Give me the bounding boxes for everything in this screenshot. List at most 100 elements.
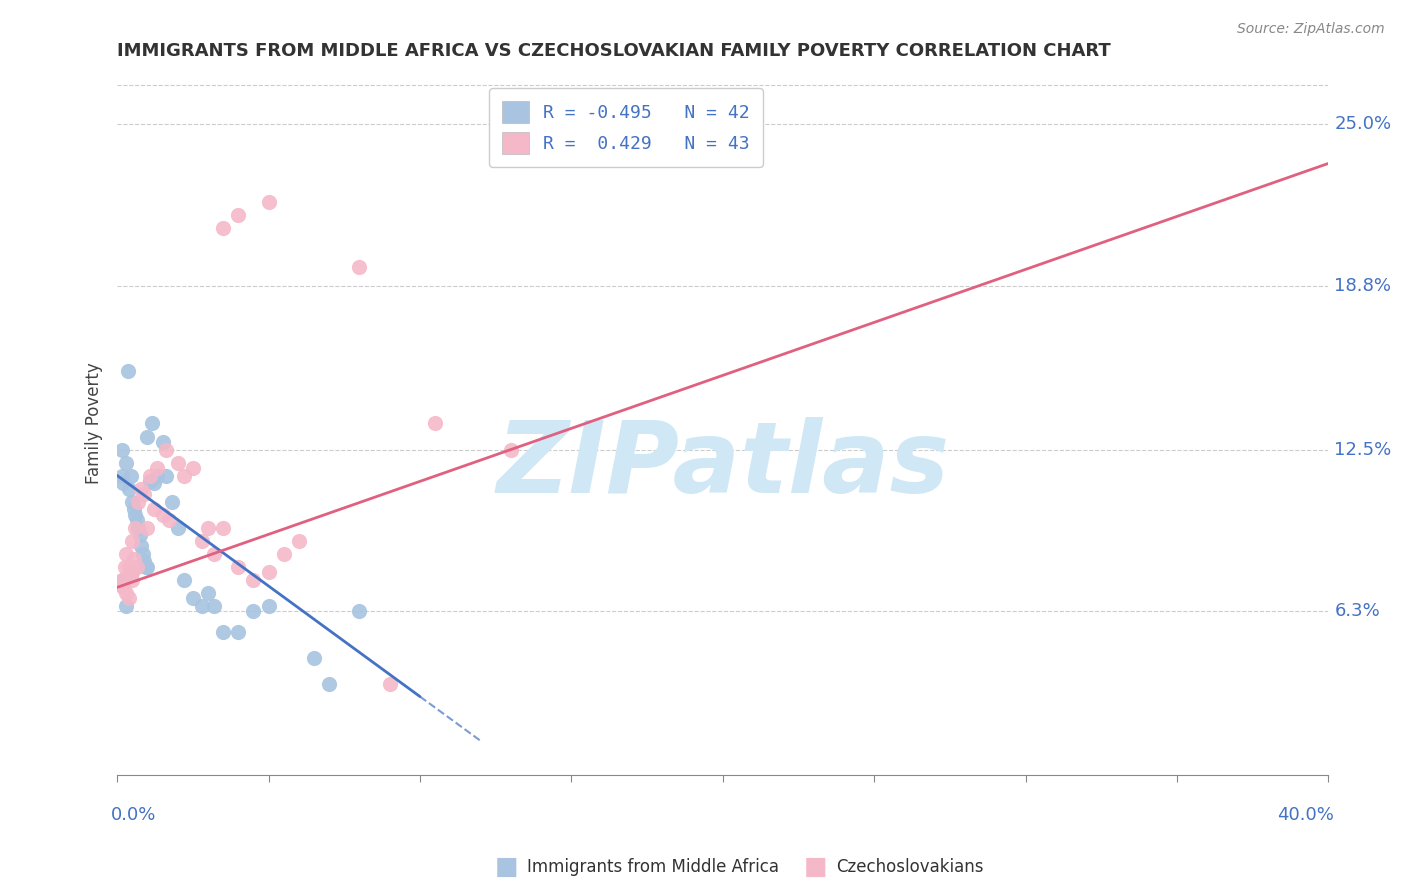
Point [212, 221, 235, 235]
Point [212, 520, 235, 534]
Point [111, 442, 134, 457]
Point [121, 573, 143, 587]
Text: 25.0%: 25.0% [1334, 115, 1392, 134]
Legend: R = -0.495   N = 42, R =  0.429   N = 43: R = -0.495 N = 42, R = 0.429 N = 43 [489, 88, 762, 167]
Point [166, 456, 188, 470]
Point [127, 520, 149, 534]
Point [134, 554, 156, 568]
Point [349, 260, 371, 275]
Point [257, 565, 280, 579]
Point [114, 559, 136, 574]
Point [378, 676, 401, 690]
Y-axis label: Family Poverty: Family Poverty [86, 363, 103, 484]
Point [121, 494, 143, 508]
Point [120, 565, 142, 579]
Point [121, 565, 143, 579]
Point [173, 573, 195, 587]
Point [273, 547, 295, 561]
Point [318, 676, 340, 690]
Point [155, 468, 177, 483]
Point [122, 502, 145, 516]
Point [155, 442, 177, 457]
Point [142, 502, 165, 516]
Point [141, 417, 163, 431]
Point [121, 533, 143, 548]
Point [112, 573, 135, 587]
Point [112, 580, 135, 594]
Point [191, 599, 214, 613]
Point [111, 468, 134, 483]
Point [127, 494, 149, 508]
Point [125, 513, 148, 527]
Text: 12.5%: 12.5% [1334, 441, 1392, 458]
Text: ■: ■ [495, 855, 517, 879]
Point [257, 599, 280, 613]
Point [226, 209, 249, 223]
Text: 6.3%: 6.3% [1334, 602, 1381, 620]
Point [117, 364, 139, 378]
Point [122, 551, 145, 566]
Point [124, 508, 146, 522]
Point [242, 573, 264, 587]
Point [115, 456, 138, 470]
Point [212, 624, 235, 639]
Text: IMMIGRANTS FROM MIDDLE AFRICA VS CZECHOSLOVAKIAN FAMILY POVERTY CORRELATION CHAR: IMMIGRANTS FROM MIDDLE AFRICA VS CZECHOS… [117, 42, 1111, 60]
Point [132, 547, 155, 561]
Point [145, 460, 167, 475]
Point [112, 580, 135, 594]
Point [125, 559, 148, 574]
Text: 40.0%: 40.0% [1278, 806, 1334, 824]
Point [139, 468, 162, 483]
Point [134, 486, 156, 500]
Point [157, 513, 180, 527]
Point [135, 559, 157, 574]
Point [197, 520, 219, 534]
Point [120, 468, 142, 483]
Point [302, 650, 325, 665]
Point [152, 434, 174, 449]
Point [131, 482, 153, 496]
Point [115, 585, 138, 599]
Point [124, 520, 146, 534]
Point [145, 468, 167, 483]
Point [115, 547, 138, 561]
Point [118, 559, 141, 574]
Point [118, 482, 141, 496]
Point [423, 417, 446, 431]
Point [166, 520, 188, 534]
Text: ■: ■ [804, 855, 827, 879]
Point [197, 585, 219, 599]
Point [181, 460, 204, 475]
Point [112, 476, 135, 491]
Point [136, 520, 159, 534]
Point [202, 547, 225, 561]
Point [139, 474, 162, 488]
Point [118, 591, 141, 605]
Point [191, 533, 214, 548]
Point [111, 573, 134, 587]
Point [349, 604, 371, 618]
Point [257, 195, 280, 210]
Point [160, 494, 183, 508]
Point [173, 468, 195, 483]
Point [142, 476, 165, 491]
Point [129, 528, 152, 542]
Point [499, 442, 522, 457]
Text: Immigrants from Middle Africa: Immigrants from Middle Africa [527, 858, 779, 876]
Point [242, 604, 264, 618]
Text: 18.8%: 18.8% [1334, 277, 1392, 294]
Point [152, 508, 174, 522]
Point [136, 559, 159, 574]
Point [226, 559, 249, 574]
Text: 0.0%: 0.0% [111, 806, 156, 824]
Point [181, 591, 204, 605]
Text: Czechoslovakians: Czechoslovakians [837, 858, 984, 876]
Point [115, 599, 138, 613]
Text: ZIPatlas: ZIPatlas [496, 417, 949, 514]
Point [288, 533, 311, 548]
Text: Source: ZipAtlas.com: Source: ZipAtlas.com [1237, 22, 1385, 37]
Point [202, 599, 225, 613]
Point [136, 429, 159, 443]
Point [131, 539, 153, 553]
Point [226, 624, 249, 639]
